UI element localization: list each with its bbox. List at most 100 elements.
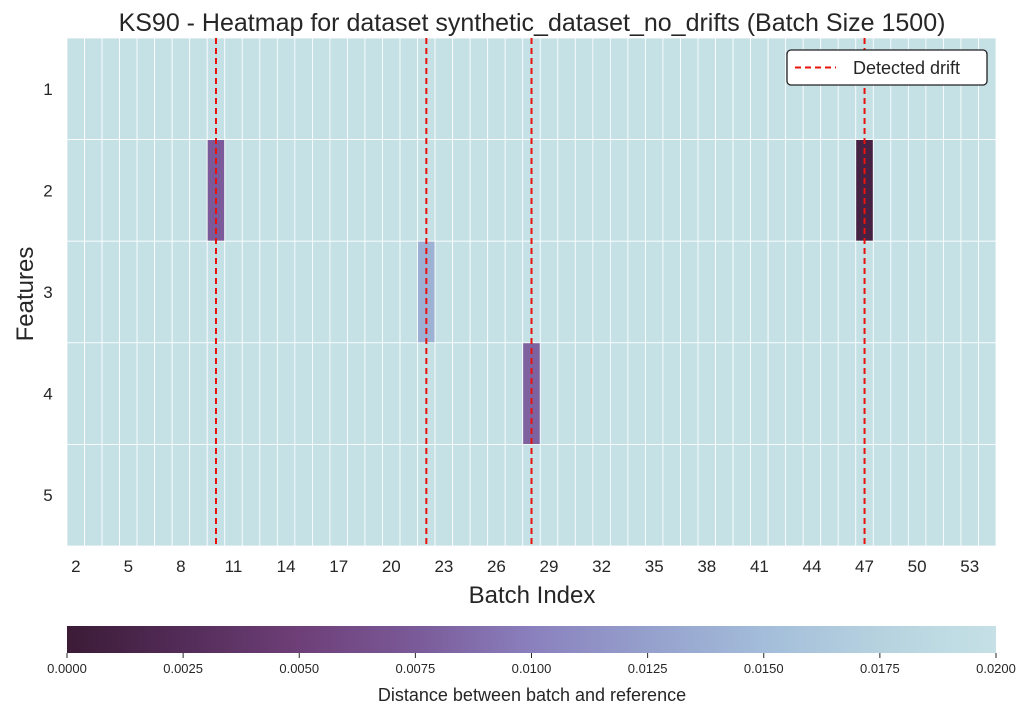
heatmap-cell-feature-2-batch-51	[925, 139, 944, 242]
colorbar-tick-label: 0.0050	[279, 661, 319, 676]
heatmap-cell-feature-1-batch-2	[66, 37, 85, 140]
heatmap-cell-feature-2-batch-16	[311, 139, 331, 242]
heatmap-cell-feature-4-batch-51	[925, 342, 944, 445]
heatmap-cell-feature-5-batch-2	[66, 443, 85, 547]
heatmap-cell-feature-5-batch-3	[84, 443, 103, 547]
heatmap-cell-feature-5-batch-54	[978, 443, 997, 547]
heatmap-cell-feature-2-batch-25	[469, 139, 489, 242]
heatmap-cell-feature-1-batch-42	[767, 37, 787, 140]
heatmap-cell-feature-5-batch-48	[872, 443, 892, 547]
heatmap-cell-feature-4-batch-40	[732, 342, 752, 445]
y-tick-label: 2	[43, 181, 52, 200]
heatmap-cell-feature-2-batch-29	[539, 139, 559, 242]
heatmap-cell-feature-3-batch-12	[241, 240, 261, 344]
heatmap-cell-feature-5-batch-15	[294, 443, 313, 547]
heatmap-cell-feature-5-batch-37	[680, 443, 699, 547]
heatmap-cell-feature-5-batch-49	[890, 443, 909, 547]
heatmap-cell-feature-3-batch-19	[364, 240, 383, 344]
heatmap-cell-feature-1-batch-23	[434, 37, 454, 140]
heatmap-cell-feature-4-batch-43	[785, 342, 804, 445]
heatmap-cell-feature-1-batch-14	[276, 37, 296, 140]
heatmap-cell-feature-4-batch-4	[101, 342, 120, 445]
heatmap-cell-feature-3-batch-6	[136, 240, 156, 344]
x-tick-label: 5	[124, 557, 133, 576]
heatmap-cell-feature-3-batch-8	[171, 240, 191, 344]
heatmap-cell-feature-2-batch-12	[241, 139, 261, 242]
heatmap-cell-feature-4-batch-27	[504, 342, 524, 445]
heatmap-cell-feature-1-batch-29	[539, 37, 559, 140]
heatmap-cell-feature-2-batch-27	[504, 139, 524, 242]
heatmap-cell-feature-3-batch-40	[732, 240, 752, 344]
heatmap-cell-feature-4-batch-6	[136, 342, 156, 445]
heatmap-cell-feature-3-batch-53	[960, 240, 979, 344]
heatmap-cell-feature-5-batch-16	[311, 443, 331, 547]
heatmap-cell-feature-3-batch-16	[311, 240, 331, 344]
heatmap-cell-feature-3-batch-50	[907, 240, 927, 344]
heatmap-cell-feature-2-batch-5	[119, 139, 138, 242]
heatmap-cell-feature-2-batch-50	[907, 139, 927, 242]
heatmap-cell-feature-5-batch-38	[697, 443, 716, 547]
heatmap-cell-feature-2-batch-44	[802, 139, 822, 242]
heatmap-cell-feature-3-batch-3	[84, 240, 103, 344]
heatmap-cell-feature-5-batch-39	[715, 443, 734, 547]
heatmap-cell-feature-5-batch-20	[382, 443, 401, 547]
heatmap-cell-feature-1-batch-7	[154, 37, 173, 140]
colorbar-tick-label: 0.0125	[628, 661, 668, 676]
heatmap-cell-feature-2-batch-39	[715, 139, 734, 242]
heatmap-cell-feature-1-batch-12	[241, 37, 261, 140]
heatmap-cell-feature-3-batch-32	[592, 240, 611, 344]
heatmap-cell-feature-1-batch-13	[259, 37, 278, 140]
heatmap-cell-feature-3-batch-11	[224, 240, 243, 344]
heatmap-cell-feature-2-batch-42	[767, 139, 787, 242]
heatmap-cell-feature-4-batch-37	[680, 342, 699, 445]
x-tick-label: 8	[176, 557, 185, 576]
heatmap-cell-feature-3-batch-51	[925, 240, 944, 344]
heatmap-cell-feature-4-batch-54	[978, 342, 997, 445]
x-tick-label: 26	[487, 557, 506, 576]
heatmap-cell-feature-4-batch-13	[259, 342, 278, 445]
colorbar-tick-label: 0.0075	[395, 661, 435, 676]
heatmap-cell-feature-4-batch-44	[802, 342, 822, 445]
heatmap-cell-feature-4-batch-7	[154, 342, 173, 445]
heatmap-cell-feature-3-batch-30	[557, 240, 576, 344]
heatmap-cell-feature-1-batch-38	[697, 37, 716, 140]
heatmap-cell-feature-1-batch-27	[504, 37, 524, 140]
heatmap-cell-feature-1-batch-30	[557, 37, 576, 140]
heatmap-cell-feature-3-batch-34	[627, 240, 646, 344]
heatmap-cell-feature-4-batch-48	[872, 342, 892, 445]
heatmap-cell-feature-5-batch-50	[907, 443, 927, 547]
heatmap-cell-feature-4-batch-15	[294, 342, 313, 445]
heatmap-cell-feature-2-batch-9	[189, 139, 208, 242]
heatmap-cell-feature-1-batch-19	[364, 37, 383, 140]
heatmap-cell-feature-3-batch-45	[820, 240, 839, 344]
heatmap-cell-feature-4-batch-29	[539, 342, 559, 445]
y-axis-label: Features	[12, 247, 39, 342]
heatmap-cell-feature-2-batch-23	[434, 139, 454, 242]
heatmap-cell-feature-3-batch-9	[189, 240, 208, 344]
heatmap-cell-feature-5-batch-8	[171, 443, 191, 547]
colorbar-tick-label: 0.0200	[976, 661, 1016, 676]
legend: Detected drift	[786, 49, 988, 86]
heatmap-cell-feature-2-batch-4	[101, 139, 120, 242]
heatmap-cell-feature-4-batch-53	[960, 342, 979, 445]
heatmap-cell-feature-3-batch-42	[767, 240, 787, 344]
heatmap-cell-feature-2-batch-18	[347, 139, 366, 242]
heatmap-cell-feature-4-batch-12	[241, 342, 261, 445]
heatmap-cell-feature-5-batch-52	[943, 443, 962, 547]
heatmap-cell-feature-5-batch-36	[662, 443, 681, 547]
x-axis-label: Batch Index	[469, 582, 596, 609]
legend-label: Detected drift	[853, 58, 960, 78]
heatmap-cell-feature-5-batch-6	[136, 443, 156, 547]
heatmap-cell-feature-3-batch-26	[487, 240, 506, 344]
x-tick-label: 23	[434, 557, 453, 576]
heatmap-cell-feature-2-batch-46	[837, 139, 857, 242]
heatmap-cell-feature-2-batch-35	[645, 139, 664, 242]
heatmap-cell-feature-4-batch-31	[574, 342, 594, 445]
heatmap-cell-feature-4-batch-35	[645, 342, 664, 445]
heatmap-cell-feature-3-batch-18	[347, 240, 366, 344]
heatmap-cell-feature-1-batch-25	[469, 37, 489, 140]
heatmap-cell-feature-4-batch-49	[890, 342, 909, 445]
heatmap-cell-feature-5-batch-34	[627, 443, 646, 547]
heatmap-cell-feature-3-batch-5	[119, 240, 138, 344]
